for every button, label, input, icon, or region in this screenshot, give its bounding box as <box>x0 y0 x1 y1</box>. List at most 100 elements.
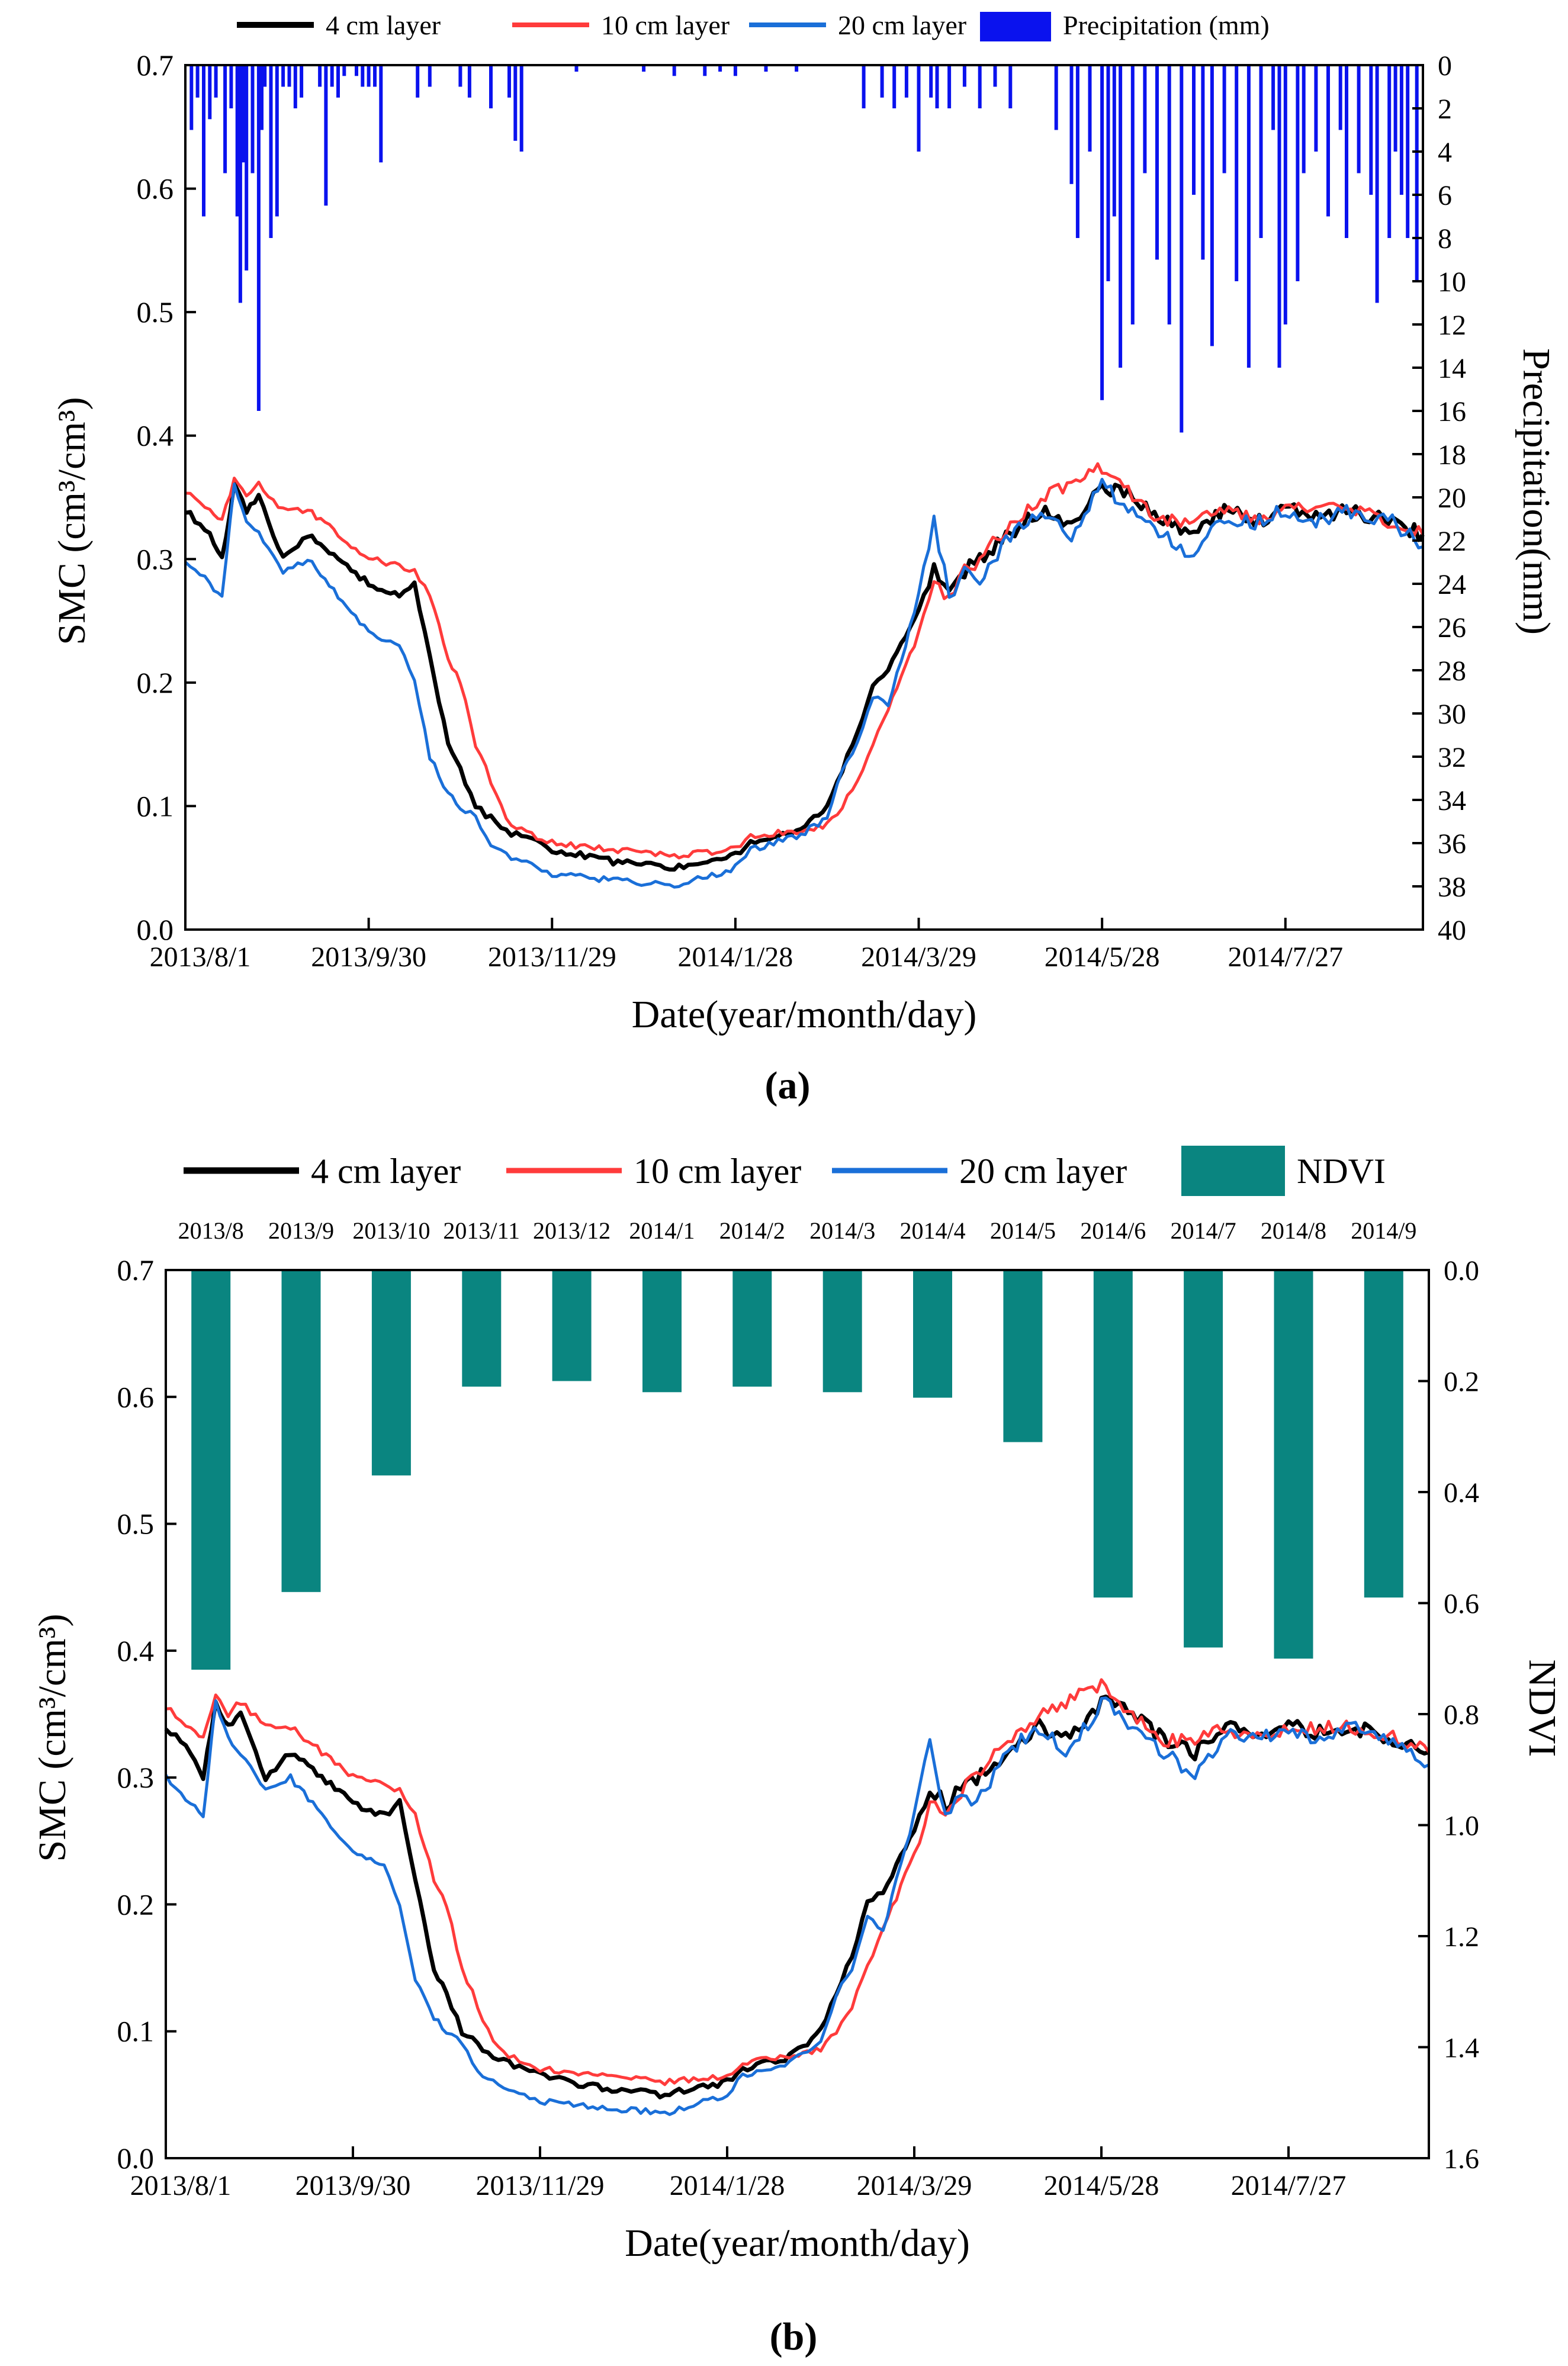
y2-tick-label: 38 <box>1438 872 1466 903</box>
precip-bar <box>672 65 676 76</box>
x-tick-label: 2013/11/29 <box>488 941 616 973</box>
ndvi-bar <box>822 1270 862 1393</box>
precip-bar <box>1271 65 1275 130</box>
y2-tick-label: 24 <box>1438 569 1466 600</box>
precip-bar <box>513 65 518 141</box>
precip-bar <box>324 65 328 206</box>
y-tick-label: 0.3 <box>137 542 174 576</box>
precip-bar <box>929 65 933 98</box>
precip-bar <box>336 65 340 98</box>
precip-bar <box>287 65 291 87</box>
precip-bar <box>208 65 212 120</box>
ndvi-bar <box>1184 1270 1223 1648</box>
precip-bar <box>1296 65 1300 281</box>
precip-bar <box>214 65 218 98</box>
precip-bar <box>416 65 420 98</box>
y-tick-label: 0.5 <box>117 1507 155 1541</box>
legend-label: 4 cm layer <box>311 1152 461 1191</box>
ndvi-bar <box>462 1270 502 1387</box>
precip-bar <box>1415 65 1419 281</box>
y2-tick-label: 0.0 <box>1444 1255 1479 1287</box>
precip-bar <box>1119 65 1123 368</box>
x-axis-label: Date(year/month/day) <box>625 2222 970 2265</box>
y-axis-label: SMC (cm³/cm³) <box>50 397 94 645</box>
y2-tick-label: 12 <box>1438 310 1466 341</box>
x-tick-label: 2014/3/29 <box>857 2170 972 2201</box>
month-label: 2013/11 <box>443 1217 520 1244</box>
y-tick-label: 0.6 <box>137 172 174 205</box>
month-label: 2014/9 <box>1351 1217 1416 1244</box>
precip-bar <box>361 65 365 87</box>
x-tick-label: 2013/9/30 <box>311 941 426 973</box>
precip-bar <box>489 65 493 108</box>
y2-tick-label: 22 <box>1438 526 1466 557</box>
y2-tick-label: 0.4 <box>1444 1477 1479 1509</box>
precip-bar <box>260 65 264 130</box>
x-tick-label: 2014/3/29 <box>861 941 976 973</box>
y2-tick-label: 32 <box>1438 742 1466 773</box>
precip-bar <box>223 65 227 173</box>
x-axis-label: Date(year/month/day) <box>632 993 977 1036</box>
ndvi-bar <box>281 1270 321 1592</box>
precip-bar <box>379 65 383 163</box>
precip-bar <box>1338 65 1342 130</box>
y2-tick-label: 1.4 <box>1444 2033 1479 2064</box>
y-tick-label: 0.7 <box>117 1253 155 1287</box>
precip-bar <box>1393 65 1397 152</box>
precip-bar <box>355 65 358 76</box>
y-axis-label: SMC (cm³/cm³) <box>31 1613 74 1862</box>
precip-bar <box>1201 65 1205 260</box>
precip-bar <box>1088 65 1092 152</box>
precip-bar <box>904 65 908 98</box>
precip-bar <box>245 65 249 271</box>
precip-bar <box>300 65 304 98</box>
precip-bar <box>519 65 523 152</box>
x-tick-label: 2013/8/1 <box>130 2170 232 2201</box>
y2-tick-label: 34 <box>1438 785 1466 816</box>
month-label: 2014/5 <box>990 1217 1056 1244</box>
precip-bar <box>1130 65 1135 324</box>
y2-tick-label: 40 <box>1438 915 1466 946</box>
precip-bar <box>281 65 285 87</box>
precip-bar <box>373 65 377 87</box>
precip-bar <box>1357 65 1361 173</box>
precip-bar <box>256 65 261 411</box>
precip-bar <box>1387 65 1392 238</box>
y2-tick-label: 36 <box>1438 828 1466 860</box>
month-label: 2013/10 <box>352 1217 430 1244</box>
x-tick-label: 2014/1/28 <box>670 2170 785 2201</box>
ndvi-bar <box>732 1270 772 1387</box>
x-tick-label: 2014/5/28 <box>1045 941 1160 973</box>
precip-bar <box>458 65 462 87</box>
y-tick-label: 0.7 <box>137 49 174 82</box>
precip-bar <box>195 65 200 98</box>
month-label: 2014/6 <box>1080 1217 1146 1244</box>
precip-bar <box>718 65 722 72</box>
y-tick-label: 0.1 <box>117 2015 155 2048</box>
precip-bar <box>1277 65 1281 368</box>
y-tick-label: 0.6 <box>117 1380 155 1413</box>
precip-bar <box>1369 65 1373 195</box>
precip-bar <box>642 65 646 72</box>
x-tick-label: 2014/7/27 <box>1231 2170 1347 2201</box>
y2-tick-label: 20 <box>1438 483 1466 514</box>
month-label: 2013/8 <box>178 1217 244 1244</box>
precip-bar <box>269 65 273 238</box>
y2-tick-label: 18 <box>1438 439 1466 471</box>
panel-label-a: (a) <box>765 1064 811 1107</box>
month-label: 2014/8 <box>1261 1217 1326 1244</box>
precip-bar <box>507 65 511 98</box>
y-tick-label: 0.5 <box>137 295 174 329</box>
month-label: 2013/12 <box>533 1217 611 1244</box>
y-tick-label: 0.3 <box>117 1761 155 1794</box>
precip-bar <box>935 65 939 108</box>
precip-bar <box>330 65 334 87</box>
precip-bar <box>1314 65 1318 152</box>
precip-bar <box>318 65 322 87</box>
legend-label: Precipitation (mm) <box>1063 10 1270 40</box>
x-tick-label: 2013/9/30 <box>295 2170 411 2201</box>
ndvi-bar <box>1093 1270 1133 1598</box>
precip-bar <box>367 65 371 87</box>
precip-bar <box>978 65 982 108</box>
y-tick-label: 0.2 <box>117 1888 155 1921</box>
